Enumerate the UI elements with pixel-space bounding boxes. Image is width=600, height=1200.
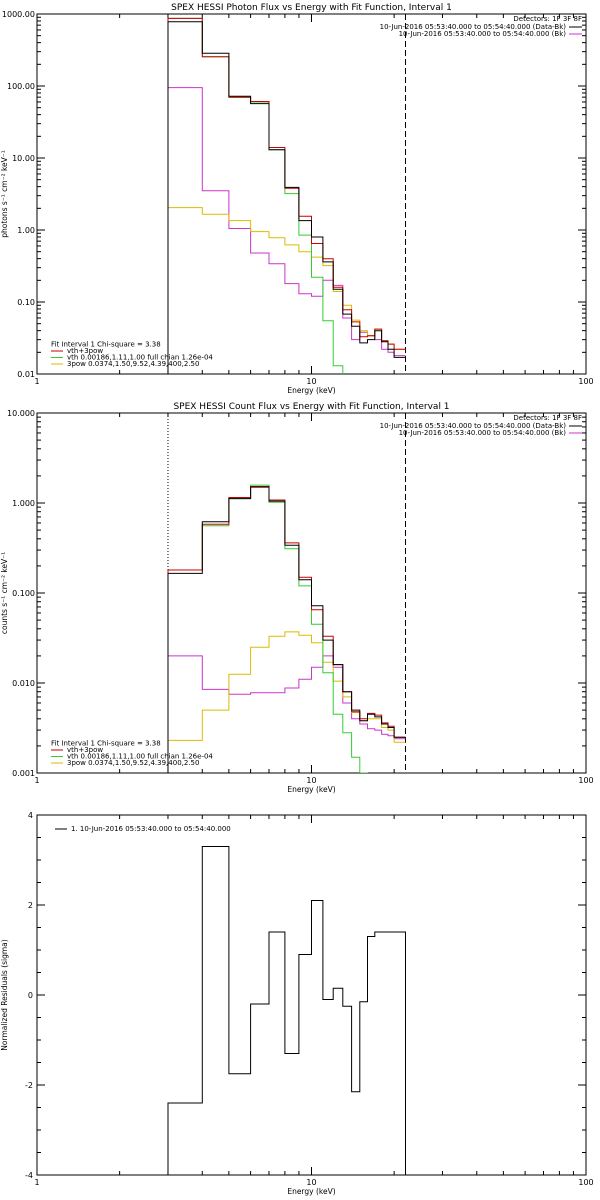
- x-axis-label: Energy (keV): [287, 1187, 335, 1196]
- x-axis-label: Energy (keV): [287, 386, 335, 395]
- y-tick-label: 1.000: [12, 499, 35, 508]
- x-tick-label: 10: [306, 377, 316, 386]
- chart-panel-1: 1 10 100 Energy (keV) 0.01 0.10 1.00 10.00 100.0…: [0, 3, 594, 395]
- data-series-line: [167, 21, 406, 374]
- data-legend-label: 10-Jun-2016 05:53:40.000 to 05:54:40.000…: [399, 30, 567, 38]
- y-tick-label: -2: [25, 1081, 33, 1090]
- data-series-line: [167, 486, 406, 773]
- y-tick-label: 1.00: [17, 226, 35, 235]
- y-tick-label: 10.000: [7, 409, 35, 418]
- fit-legend-label: vth 0.00186,1.11,1.00 full chian 1.26e-0…: [67, 354, 213, 362]
- residual-legend-label: 1. 10-Jun-2016 05:53:40.000 to 05:54:40.…: [71, 825, 231, 833]
- data-legend-label: 10-Jun-2016 05:53:40.000 to 05:54:40.000…: [380, 422, 567, 430]
- chart-panel-3: 1 10 100 Energy (keV) -4 -2 0 2 4 Normalized Resi…: [0, 811, 594, 1196]
- y-tick-label: 0.001: [12, 769, 35, 778]
- fit-legend-label: vth+3pow: [67, 347, 103, 355]
- y-tick-label: 4: [28, 811, 33, 820]
- x-tick-label: 1: [34, 377, 39, 386]
- x-tick-label: 1: [34, 776, 39, 785]
- y-tick-label: 0.100: [12, 589, 35, 598]
- y-axis-label: photons s⁻¹ cm⁻² keV⁻¹: [0, 150, 9, 238]
- plot-frame: [36, 814, 587, 1176]
- data-legend-label: 10-Jun-2016 05:53:40.000 to 05:54:40.000…: [380, 23, 567, 31]
- y-tick-label: 10.00: [12, 154, 35, 163]
- 1-series-line: [167, 846, 406, 1175]
- x-tick-label: 100: [578, 776, 593, 785]
- detectors-label: Detectors: 1F 3F 8F: [513, 414, 582, 422]
- chart-title: SPEX HESSI Photon Flux vs Energy with Fi…: [171, 3, 452, 13]
- y-tick-label: 0.10: [17, 298, 35, 307]
- fit-legend-label: 3pow 0.0374,1.50,9.52,4.39,400,2.50: [67, 360, 199, 368]
- chart-title: SPEX HESSI Count Flux vs Energy with Fit…: [173, 402, 449, 412]
- data-legend-label: 10-Jun-2016 05:53:40.000 to 05:54:40.000…: [399, 429, 567, 437]
- fit-legend-label: vth+3pow: [67, 746, 103, 754]
- x-axis-label: Energy (keV): [287, 785, 335, 794]
- x-tick-label: 100: [578, 377, 593, 386]
- y-tick-label: 0.01: [17, 370, 35, 379]
- y-tick-label: 0: [28, 991, 33, 1000]
- y-tick-label: 2: [28, 901, 33, 910]
- y-axis-label: counts s⁻¹ cm⁻² keV⁻¹: [0, 552, 9, 634]
- detectors-label: Detectors: 1F 3F 8F: [513, 15, 582, 23]
- y-tick-label: 1000.00: [2, 10, 35, 19]
- x-tick-label: 10: [306, 776, 316, 785]
- vth+3pow-series-line: [167, 17, 406, 374]
- y-tick-label: 100.00: [7, 82, 35, 91]
- y-tick-label: -4: [25, 1171, 33, 1180]
- plot-frame: [36, 13, 587, 375]
- fit-legend-label: vth 0.00186,1.11,1.00 full chian 1.26e-0…: [67, 753, 213, 761]
- vth+3pow-series-line: [167, 486, 406, 773]
- fit-legend-header: Fit Interval 1 Chi-square = 3.38: [51, 740, 161, 748]
- x-tick-label: 10: [306, 1178, 316, 1187]
- y-tick-label: 0.010: [12, 679, 35, 688]
- chart-panel-2: 1 10 100 Energy (keV) 0.001 0.010 0.100 1.000 10…: [0, 402, 594, 794]
- vth-series-line: [167, 17, 344, 374]
- fit-legend-label: 3pow 0.0374,1.50,9.52,4.39,400,2.50: [67, 759, 199, 767]
- x-tick-label: 1: [34, 1178, 39, 1187]
- fit-legend-header: Fit Interval 1 Chi-square = 3.38: [51, 341, 161, 349]
- y-axis-label: Normalized Residuals (sigma): [0, 939, 9, 1050]
- x-tick-label: 100: [578, 1178, 593, 1187]
